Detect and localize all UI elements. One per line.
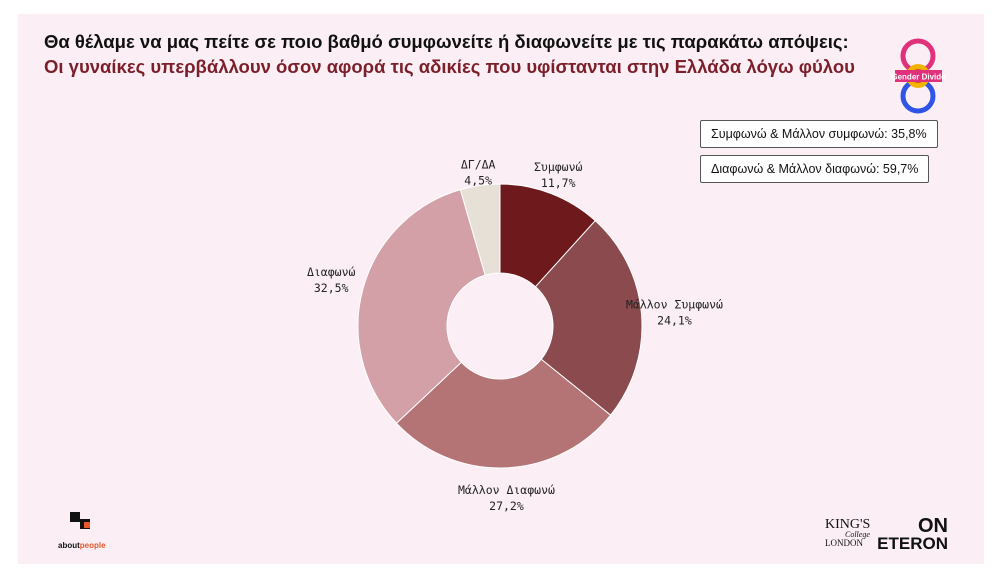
gender-divide-logo: Gender Divide	[891, 38, 946, 114]
donut-slice	[395, 358, 612, 469]
slice-value-label: 24,1%	[657, 313, 692, 327]
aboutpeople-logo-people: people	[80, 541, 106, 550]
donut-slice	[459, 183, 501, 276]
kings-college-london-logo: KING'S College LONDON	[825, 517, 870, 548]
slice-category-label: ΔΓ/ΔΑ	[461, 158, 496, 172]
on-eteron-logo-eteron: ETERON	[877, 534, 948, 553]
chart-subtitle: Οι γυναίκες υπερβάλλουν όσον αφορά τις α…	[44, 56, 855, 77]
chart-title: Θα θέλαμε να μας πείτε σε ποιο βαθμό συμ…	[44, 31, 849, 52]
aboutpeople-logo: aboutpeople	[58, 512, 106, 550]
on-eteron-logo-on: ON	[918, 515, 948, 537]
on-eteron-logo: ON ETERON	[877, 515, 948, 553]
slice-value-label: 4,5%	[464, 174, 492, 188]
aboutpeople-logo-about: about	[58, 541, 80, 550]
agree-summary-box: Συμφωνώ & Μάλλον συμφωνώ: 35,8%	[700, 120, 938, 148]
svg-text:aboutpeople: aboutpeople	[58, 541, 106, 550]
slice-value-label: 32,5%	[314, 281, 349, 295]
slice-category-label: Διαφωνώ	[307, 265, 356, 279]
slice-category-label: Μάλλον Διαφωνώ	[458, 483, 555, 497]
donut-slice	[357, 189, 486, 424]
disagree-summary-box: Διαφωνώ & Μάλλον διαφωνώ: 59,7%	[700, 155, 930, 183]
slice-value-label: 11,7%	[541, 176, 576, 190]
slice-category-label: Μάλλον Συμφωνώ	[626, 297, 723, 311]
kings-logo-line2: College	[845, 530, 870, 539]
donut-slice	[534, 219, 643, 416]
kings-logo-line1: KING'S	[825, 517, 870, 532]
gender-divide-logo-text: Gender Divide	[891, 73, 946, 82]
slice-category-label: Συμφωνώ	[534, 160, 583, 174]
donut-slices	[357, 183, 643, 469]
slice-labels: Συμφωνώ 11,7% Μάλλον Συμφωνώ 24,1% Μάλλον Δι…	[307, 158, 723, 513]
slide-background	[18, 14, 984, 564]
slice-value-label: 27,2%	[489, 499, 524, 513]
kings-logo-line3: LONDON	[825, 538, 863, 548]
